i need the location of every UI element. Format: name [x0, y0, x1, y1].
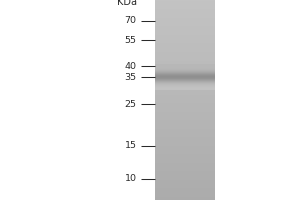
Text: 25: 25 [124, 100, 136, 109]
Text: 10: 10 [124, 174, 136, 183]
Text: 35: 35 [124, 73, 136, 82]
Text: 15: 15 [124, 141, 136, 150]
Text: KDa: KDa [116, 0, 136, 7]
Text: 40: 40 [124, 62, 136, 71]
Text: 55: 55 [124, 36, 136, 45]
Text: 70: 70 [124, 16, 136, 25]
